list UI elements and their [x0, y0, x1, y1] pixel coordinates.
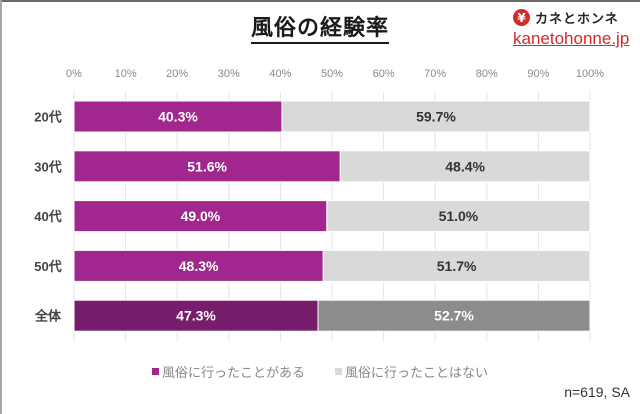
category-label: 全体: [34, 309, 62, 324]
brand-logo: ¥ カネとホンネ kanetohonne.jp: [513, 8, 638, 49]
bar-segment-experienced: [73, 299, 319, 332]
data-label: 52.7%: [434, 308, 474, 324]
legend: 風俗に行ったことがある 風俗に行ったことはない: [0, 362, 640, 381]
legend-label-experienced: 風俗に行ったことがある: [161, 366, 305, 381]
data-label: 49.0%: [181, 208, 221, 224]
brand-url-link[interactable]: kanetohonne.jp: [513, 29, 630, 48]
legend-item-not-experienced: 風俗に行ったことはない: [335, 362, 488, 381]
legend-label-not-experienced: 風俗に行ったことはない: [345, 366, 489, 381]
x-tick-label: 40%: [269, 68, 291, 80]
x-tick-label: 80%: [476, 68, 498, 80]
category-label: 50代: [34, 259, 61, 274]
sample-note: n=619, SA: [564, 384, 630, 400]
category-label: 40代: [34, 209, 61, 224]
data-label: 59.7%: [416, 109, 456, 125]
x-tick-label: 30%: [218, 68, 240, 80]
data-label: 47.3%: [176, 308, 216, 324]
bar-segment-experienced: [73, 150, 341, 183]
x-tick-label: 50%: [321, 68, 343, 80]
category-label: 20代: [34, 110, 61, 125]
legend-swatch-experienced: [151, 368, 159, 375]
chart-title: 風俗の経験率: [250, 16, 389, 44]
data-label: 48.3%: [179, 258, 219, 274]
brand-row: ¥ カネとホンネ: [513, 8, 638, 27]
data-label: 48.4%: [445, 158, 485, 174]
bar-segment-not-experienced: [326, 200, 591, 233]
bar-segment-experienced: [73, 100, 283, 133]
x-tick-label: 20%: [166, 68, 188, 80]
x-tick-label: 90%: [527, 68, 549, 80]
data-label: 51.0%: [439, 208, 479, 224]
data-label: 51.7%: [437, 258, 477, 274]
category-label: 30代: [34, 159, 61, 174]
bar-segment-not-experienced: [322, 249, 591, 282]
x-tick-label: 100%: [576, 68, 604, 80]
legend-item-experienced: 風俗に行ったことがある: [151, 362, 305, 381]
chart-title-container: 風俗の経験率: [0, 10, 640, 44]
x-tick-label: 10%: [115, 68, 137, 80]
bar-segment-not-experienced: [339, 150, 591, 183]
frame-left-border: [0, 0, 2, 414]
frame-top-border: [0, 0, 640, 2]
x-tick-label: 60%: [373, 68, 395, 80]
brand-name: カネとホンネ: [535, 12, 619, 27]
data-label: 40.3%: [158, 109, 198, 125]
bar-segment-not-experienced: [317, 299, 591, 332]
legend-swatch-not-experienced: [335, 368, 342, 375]
x-tick-label: 0%: [66, 68, 82, 80]
data-label: 51.6%: [187, 158, 227, 174]
x-tick-label: 70%: [424, 68, 446, 80]
yen-icon: ¥: [513, 9, 530, 26]
bar-segment-not-experienced: [281, 100, 591, 133]
